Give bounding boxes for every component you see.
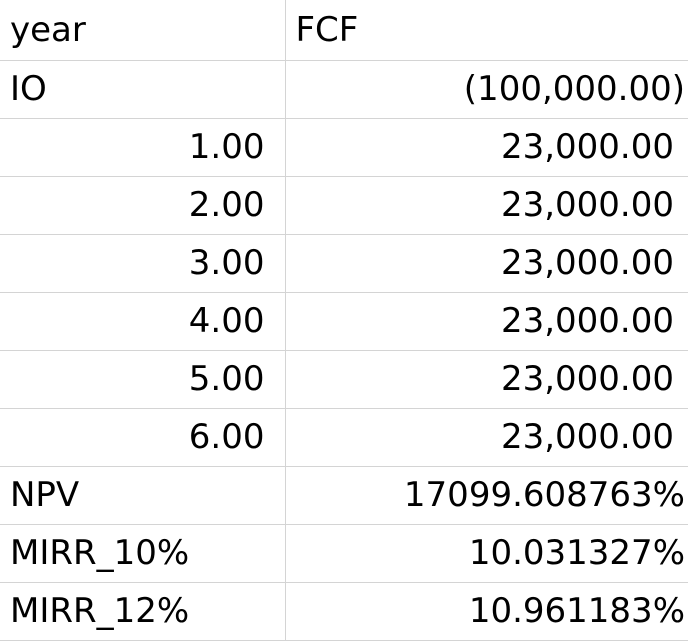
table-row: 4.00 23,000.00 — [0, 292, 688, 351]
metric-label-npv[interactable]: NPV — [0, 466, 286, 525]
year-cell[interactable]: 1.00 — [0, 118, 286, 177]
header-cell-fcf[interactable]: FCF — [285, 0, 688, 61]
fcf-cell[interactable]: (100,000.00) — [285, 60, 688, 119]
year-cell[interactable]: 3.00 — [0, 234, 286, 293]
fcf-cell[interactable]: 23,000.00 — [285, 350, 688, 409]
metric-label-mirr-10[interactable]: MIRR_10% — [0, 524, 286, 583]
fcf-cell[interactable]: 23,000.00 — [285, 176, 688, 235]
metric-value-mirr-12[interactable]: 10.961183% — [285, 582, 688, 641]
metric-label-mirr-12[interactable]: MIRR_12% — [0, 582, 286, 641]
table-row: 6.00 23,000.00 — [0, 408, 688, 467]
year-cell[interactable]: 4.00 — [0, 292, 286, 351]
year-cell[interactable]: IO — [0, 60, 286, 119]
metric-row-npv: NPV 17099.608763% — [0, 466, 688, 525]
metric-value-mirr-10[interactable]: 10.031327% — [285, 524, 688, 583]
table-row: IO (100,000.00) — [0, 60, 688, 119]
fcf-cell[interactable]: 23,000.00 — [285, 118, 688, 177]
table-row: 2.00 23,000.00 — [0, 176, 688, 235]
metric-row-mirr-10: MIRR_10% 10.031327% — [0, 524, 688, 583]
table-row: 3.00 23,000.00 — [0, 234, 688, 293]
header-cell-year[interactable]: year — [0, 0, 286, 61]
table-row: 1.00 23,000.00 — [0, 118, 688, 177]
year-cell[interactable]: 6.00 — [0, 408, 286, 467]
metric-row-mirr-12: MIRR_12% 10.961183% — [0, 582, 688, 641]
fcf-cell[interactable]: 23,000.00 — [285, 234, 688, 293]
fcf-cell[interactable]: 23,000.00 — [285, 408, 688, 467]
metric-value-npv[interactable]: 17099.608763% — [285, 466, 688, 525]
year-cell[interactable]: 5.00 — [0, 350, 286, 409]
year-cell[interactable]: 2.00 — [0, 176, 286, 235]
header-row: year FCF — [0, 0, 688, 61]
fcf-cell[interactable]: 23,000.00 — [285, 292, 688, 351]
table-row: 5.00 23,000.00 — [0, 350, 688, 409]
